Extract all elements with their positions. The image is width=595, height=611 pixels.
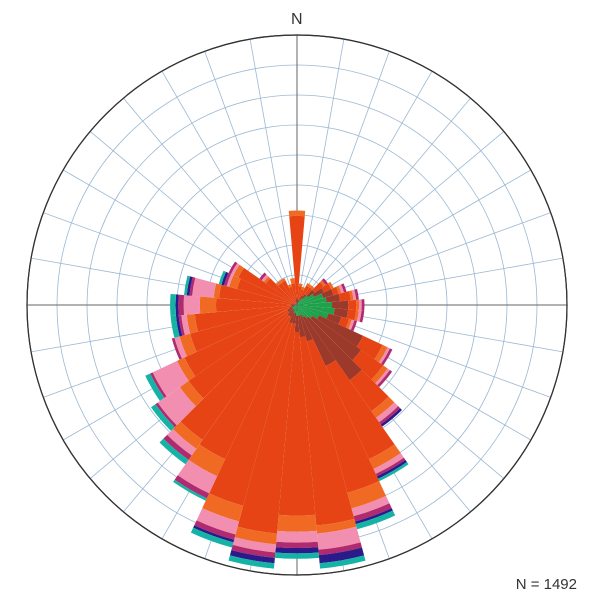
north-label: N <box>291 11 303 29</box>
wind-rose-chart <box>0 0 595 611</box>
count-prefix: N = <box>516 576 544 593</box>
count-label: N = 1492 <box>516 576 577 593</box>
count-value: 1492 <box>544 576 577 593</box>
chart-container: N N = 1492 <box>0 0 595 611</box>
